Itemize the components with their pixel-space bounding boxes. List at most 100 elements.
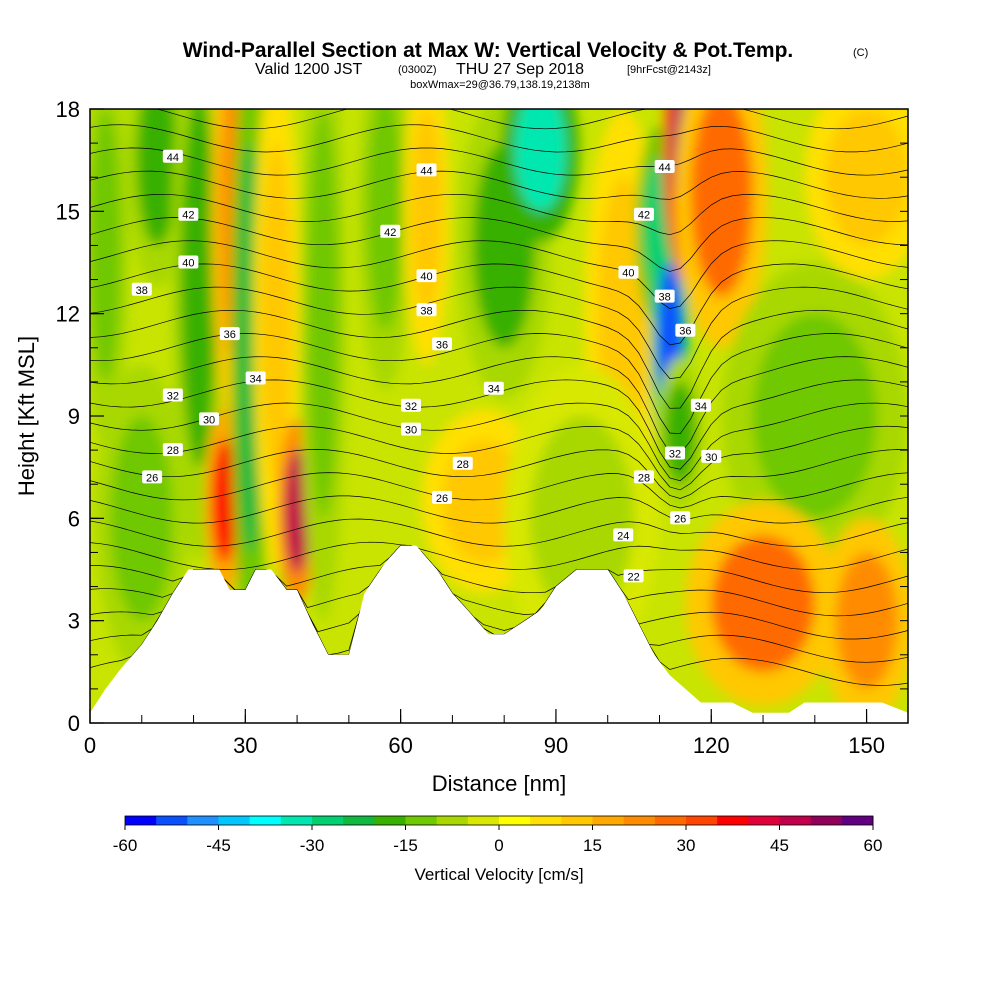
colorbar-swatch-11 <box>467 816 500 825</box>
colorbar-swatch-7 <box>343 816 375 825</box>
colorbar-swatch-3 <box>218 816 251 825</box>
contour-label-text: 44 <box>167 152 179 164</box>
velocity-core-22 <box>835 552 898 689</box>
contour-label-text: 36 <box>224 329 236 341</box>
contour-label-box <box>162 443 183 457</box>
isentrope-39 <box>90 263 908 346</box>
contour-label-box <box>400 422 421 436</box>
contour-label-text: 22 <box>627 571 639 583</box>
x-axis-label: Distance [nm] <box>432 771 567 796</box>
contour-label-box <box>245 371 266 385</box>
colorbar: -60 -45 -30 -15 0 15 30 45 60 <box>113 815 882 855</box>
contour-label-text: 42 <box>384 227 396 239</box>
contour-label-26: 26 <box>670 511 691 525</box>
contour-label-text: 24 <box>617 530 629 542</box>
velocity-core-4 <box>211 439 238 563</box>
contour-label-26: 26 <box>142 470 163 484</box>
contour-label-text: 30 <box>203 414 215 426</box>
contour-label-text: 34 <box>695 401 707 413</box>
contour-label-34: 34 <box>690 398 711 413</box>
colorbar-label--15: -15 <box>393 836 418 855</box>
isentrope-29 <box>90 495 908 524</box>
colorbar-swatch-4 <box>249 816 282 825</box>
contour-label-42: 42 <box>380 224 401 239</box>
colorbar-label-0: 0 <box>494 836 503 855</box>
contour-label-box <box>665 446 686 460</box>
colorbar-swatch-21 <box>779 816 812 825</box>
contour-label-30: 30 <box>199 412 220 426</box>
x-axis: 0 30 60 90 120 150 <box>84 709 885 758</box>
forecast-info: [9hrFcst@2143z] <box>627 64 711 76</box>
contour-label-44: 44 <box>416 163 437 177</box>
colorbar-label--45: -45 <box>206 836 231 855</box>
contour-label-text: 40 <box>420 271 432 283</box>
contour-label-text: 28 <box>167 445 179 457</box>
isentrope-41 <box>90 217 908 272</box>
contour-label-box <box>178 255 199 269</box>
isentrope-43 <box>90 170 908 200</box>
contour-label-text: 38 <box>136 285 148 297</box>
colorbar-swatch-15 <box>592 816 625 825</box>
colorbar-label-15: 15 <box>583 836 602 855</box>
isentrope-35 <box>90 356 908 455</box>
contour-labels: 22 24 26 26 26 28 28 28 30 30 30 32 32 32 34 34 34 36 36 36… <box>131 149 722 583</box>
x-tick-label-150: 150 <box>848 733 885 758</box>
velocity-core-21 <box>711 535 815 672</box>
plot-area: 22 24 26 26 26 28 28 28 30 30 30 32 32 32 34 34 34 36 36 36… <box>90 109 908 723</box>
x-tick-label-0: 0 <box>84 733 96 758</box>
contour-label-text: 30 <box>405 425 417 437</box>
colorbar-label--60: -60 <box>113 836 138 855</box>
colorbar-swatch-18 <box>686 816 718 825</box>
velocity-core-10 <box>410 109 443 314</box>
colorbar-swatch-0 <box>125 816 157 825</box>
velocity-core-6 <box>260 143 292 485</box>
contour-label-box <box>623 569 644 583</box>
contour-label-36: 36 <box>432 337 453 351</box>
isentrope-27 <box>90 541 908 570</box>
isentrope-37 <box>90 309 908 409</box>
valid-date: THU 27 Sep 2018 <box>456 61 584 78</box>
contour-label-box <box>162 149 183 163</box>
contour-label-text: 44 <box>659 162 671 174</box>
colorbar-swatch-2 <box>187 816 219 825</box>
contour-label-box <box>162 388 183 402</box>
contour-label-text: 44 <box>420 165 432 177</box>
colorbar-label-45: 45 <box>770 836 789 855</box>
colorbar-swatch-16 <box>623 816 656 825</box>
isentrope-44 <box>90 147 908 176</box>
contour-label-box <box>675 323 696 337</box>
contour-label-box <box>613 528 634 542</box>
contour-label-40: 40 <box>178 255 199 270</box>
contour-label-box <box>690 398 711 412</box>
contour-label-30: 30 <box>701 449 722 464</box>
colorbar-label--30: -30 <box>300 836 325 855</box>
isentrope-45 <box>90 124 908 153</box>
valid-time-utc: (0300Z) <box>398 64 437 76</box>
colorbar-swatch-23 <box>841 816 874 825</box>
colorbar-title: Vertical Velocity [cm/s] <box>414 865 583 884</box>
isentrope-42 <box>90 193 908 236</box>
contour-label-34: 34 <box>483 381 504 396</box>
contour-label-box <box>452 456 473 470</box>
contour-label-box <box>432 337 453 351</box>
isentrope-30 <box>90 472 908 509</box>
contour-label-box <box>654 159 675 173</box>
copyright-mark: (C) <box>853 47 868 59</box>
contour-label-32: 32 <box>400 398 421 413</box>
colorbar-swatch-5 <box>280 816 313 825</box>
contour-label-box <box>670 511 691 525</box>
contour-label-42: 42 <box>633 207 654 222</box>
isentrope-46 <box>155 109 908 130</box>
contour-label-44: 44 <box>654 159 675 174</box>
velocity-core-11 <box>442 439 525 563</box>
contour-label-text: 32 <box>167 391 179 403</box>
velocity-core-0 <box>136 109 179 246</box>
contour-label-text: 34 <box>250 373 262 385</box>
contour-label-text: 38 <box>659 292 671 304</box>
contour-label-box <box>142 470 163 484</box>
velocity-core-2 <box>180 109 217 468</box>
isentrope-26 <box>90 545 908 594</box>
x-tick-label-60: 60 <box>388 733 412 758</box>
contour-label-box <box>432 490 453 504</box>
